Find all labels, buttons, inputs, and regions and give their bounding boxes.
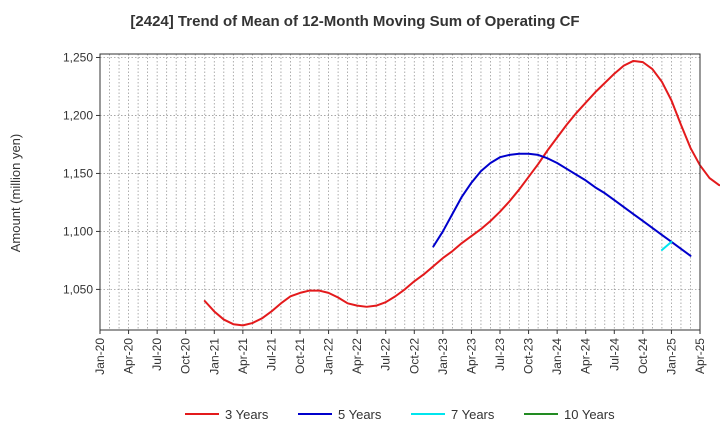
x-tick-label: Apr-24 [579,338,593,374]
x-tick-label: Apr-21 [236,338,250,374]
y-axis-label: Amount (million yen) [8,134,23,253]
y-tick-label: 1,050 [63,282,93,296]
y-tick-label: 1,250 [63,50,93,64]
x-tick-label: Oct-23 [522,338,536,374]
legend-label: 7 Years [451,407,495,422]
x-tick-label: Jul-23 [493,338,507,371]
x-tick-label: Jan-20 [93,338,107,375]
x-tick-label: Jul-21 [264,338,278,371]
x-tick-label: Oct-22 [407,338,421,374]
x-tick-label: Oct-20 [179,338,193,374]
series-group [203,59,720,327]
grid [100,54,700,330]
series-line-3-years [203,59,720,327]
x-tick-label: Jan-21 [207,338,221,375]
x-tick-label: Jan-22 [322,338,336,375]
x-tick-label: Jan-23 [436,338,450,375]
x-tick-label: Jul-22 [379,338,393,371]
y-axis-ticks: 1,050 1,100 1,150 1,200 1,250 [63,50,100,296]
legend-label: 3 Years [225,407,269,422]
x-axis-ticks: Jan-20 Apr-20 Jul-20 Oct-20 Jan-21 Apr-21 Jul-… [93,330,707,375]
y-tick-label: 1,100 [63,224,93,238]
legend-label: 10 Years [564,407,615,422]
plot-area [99,53,701,331]
legend: 3 Years 5 Years 7 Years 10 Years [185,407,615,422]
series-line-7-years [660,240,673,251]
x-tick-label: Jan-25 [664,338,678,375]
legend-label: 5 Years [338,407,382,422]
chart-title: [2424] Trend of Mean of 12-Month Moving … [130,13,579,30]
x-tick-label: Apr-22 [350,338,364,374]
y-tick-label: 1,200 [63,108,93,122]
x-tick-label: Oct-24 [636,338,650,374]
x-tick-label: Apr-25 [693,338,707,374]
y-tick-label: 1,150 [63,166,93,180]
x-tick-label: Apr-23 [464,338,478,374]
x-tick-label: Oct-21 [293,338,307,374]
x-tick-label: Jan-24 [550,338,564,375]
x-tick-label: Apr-20 [122,338,136,374]
x-tick-label: Jul-20 [150,338,164,371]
x-tick-label: Jul-24 [607,338,621,371]
series-line-5-years [432,152,692,257]
